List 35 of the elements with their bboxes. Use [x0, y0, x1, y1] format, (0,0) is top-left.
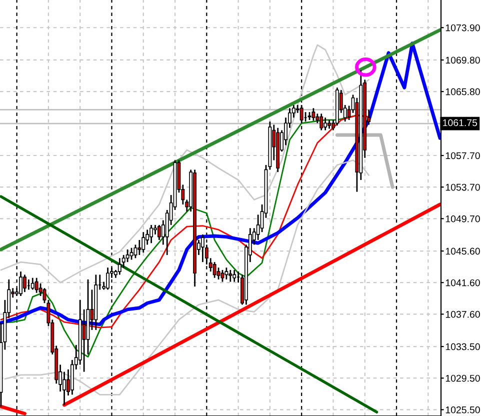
ref-line-label: 1061.75 — [443, 119, 478, 126]
y-tick-label: 1025.50 — [446, 406, 480, 414]
candlestick — [130, 247, 134, 260]
candlestick — [312, 107, 316, 122]
candlestick — [224, 266, 228, 280]
candlestick — [22, 274, 26, 293]
candlestick — [220, 269, 224, 282]
candlestick — [154, 224, 157, 236]
candlestick — [82, 308, 86, 372]
candlestick — [138, 239, 142, 256]
candlestick — [228, 269, 232, 282]
candlestick — [134, 244, 138, 259]
candlestick — [232, 269, 236, 282]
y-tick-label: 1073.90 — [446, 24, 480, 32]
candlestick — [157, 224, 161, 241]
candlestick — [34, 277, 38, 294]
candlestick — [320, 112, 324, 131]
y-tick-label: 1029.50 — [446, 374, 480, 382]
candlestick — [300, 104, 304, 124]
y-tick-label: 1049.70 — [446, 215, 480, 222]
candlestick — [142, 231, 146, 254]
y-tick-label: 1069.80 — [446, 56, 480, 64]
y-tick-label: 1037.60 — [446, 310, 480, 318]
candlestick — [150, 224, 154, 244]
candlestick — [30, 277, 34, 290]
candlestick — [212, 261, 216, 279]
line-series — [0, 42, 441, 326]
y-tick-label: 1041.60 — [446, 279, 480, 286]
y-tick-label: 1057.70 — [446, 152, 480, 160]
y-tick-label: 1045.60 — [446, 248, 480, 255]
y-tick-label: 1065.80 — [446, 88, 480, 96]
y-tick-label: 1053.70 — [446, 184, 480, 191]
candlestick — [324, 116, 328, 131]
candlestick — [118, 257, 122, 276]
y-tick-label: 1033.50 — [446, 343, 480, 350]
